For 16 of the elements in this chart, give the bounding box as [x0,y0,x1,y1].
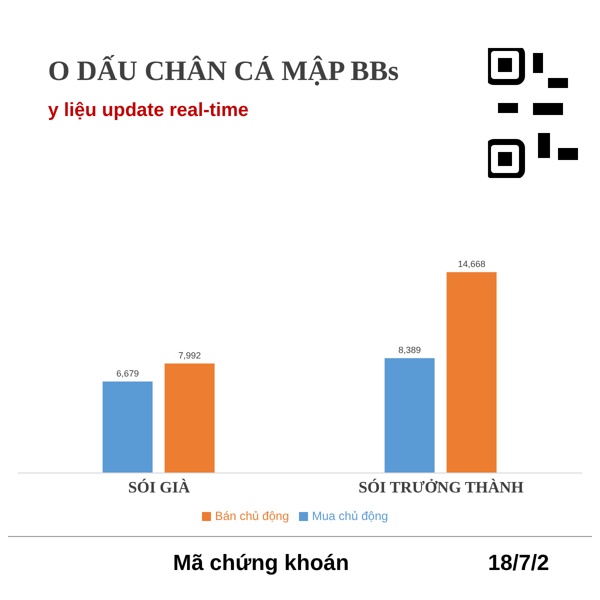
data-label: 7,992 [178,350,201,361]
bar [384,358,435,473]
x-tick-label: SÓI TRƯỞNG THÀNH [358,478,524,496]
chart-subtitle: y liệu update real-time [48,100,249,122]
bar [164,364,215,473]
data-label: 6,679 [116,368,139,379]
legend-label: Mua chủ động [312,509,388,523]
text: Mã chứng khoán [173,550,350,576]
data-label: 14,668 [458,259,486,270]
x-tick-label: SÓI GIÀ [128,478,190,496]
chart-title: O DẤU CHÂN CÁ MẬP BBs [48,56,399,88]
bar [102,382,153,473]
text: 18/7/2 [488,550,550,576]
legend-label: Bán chủ động [214,509,289,523]
bar [446,272,497,473]
data-label: 8,389 [398,345,421,356]
